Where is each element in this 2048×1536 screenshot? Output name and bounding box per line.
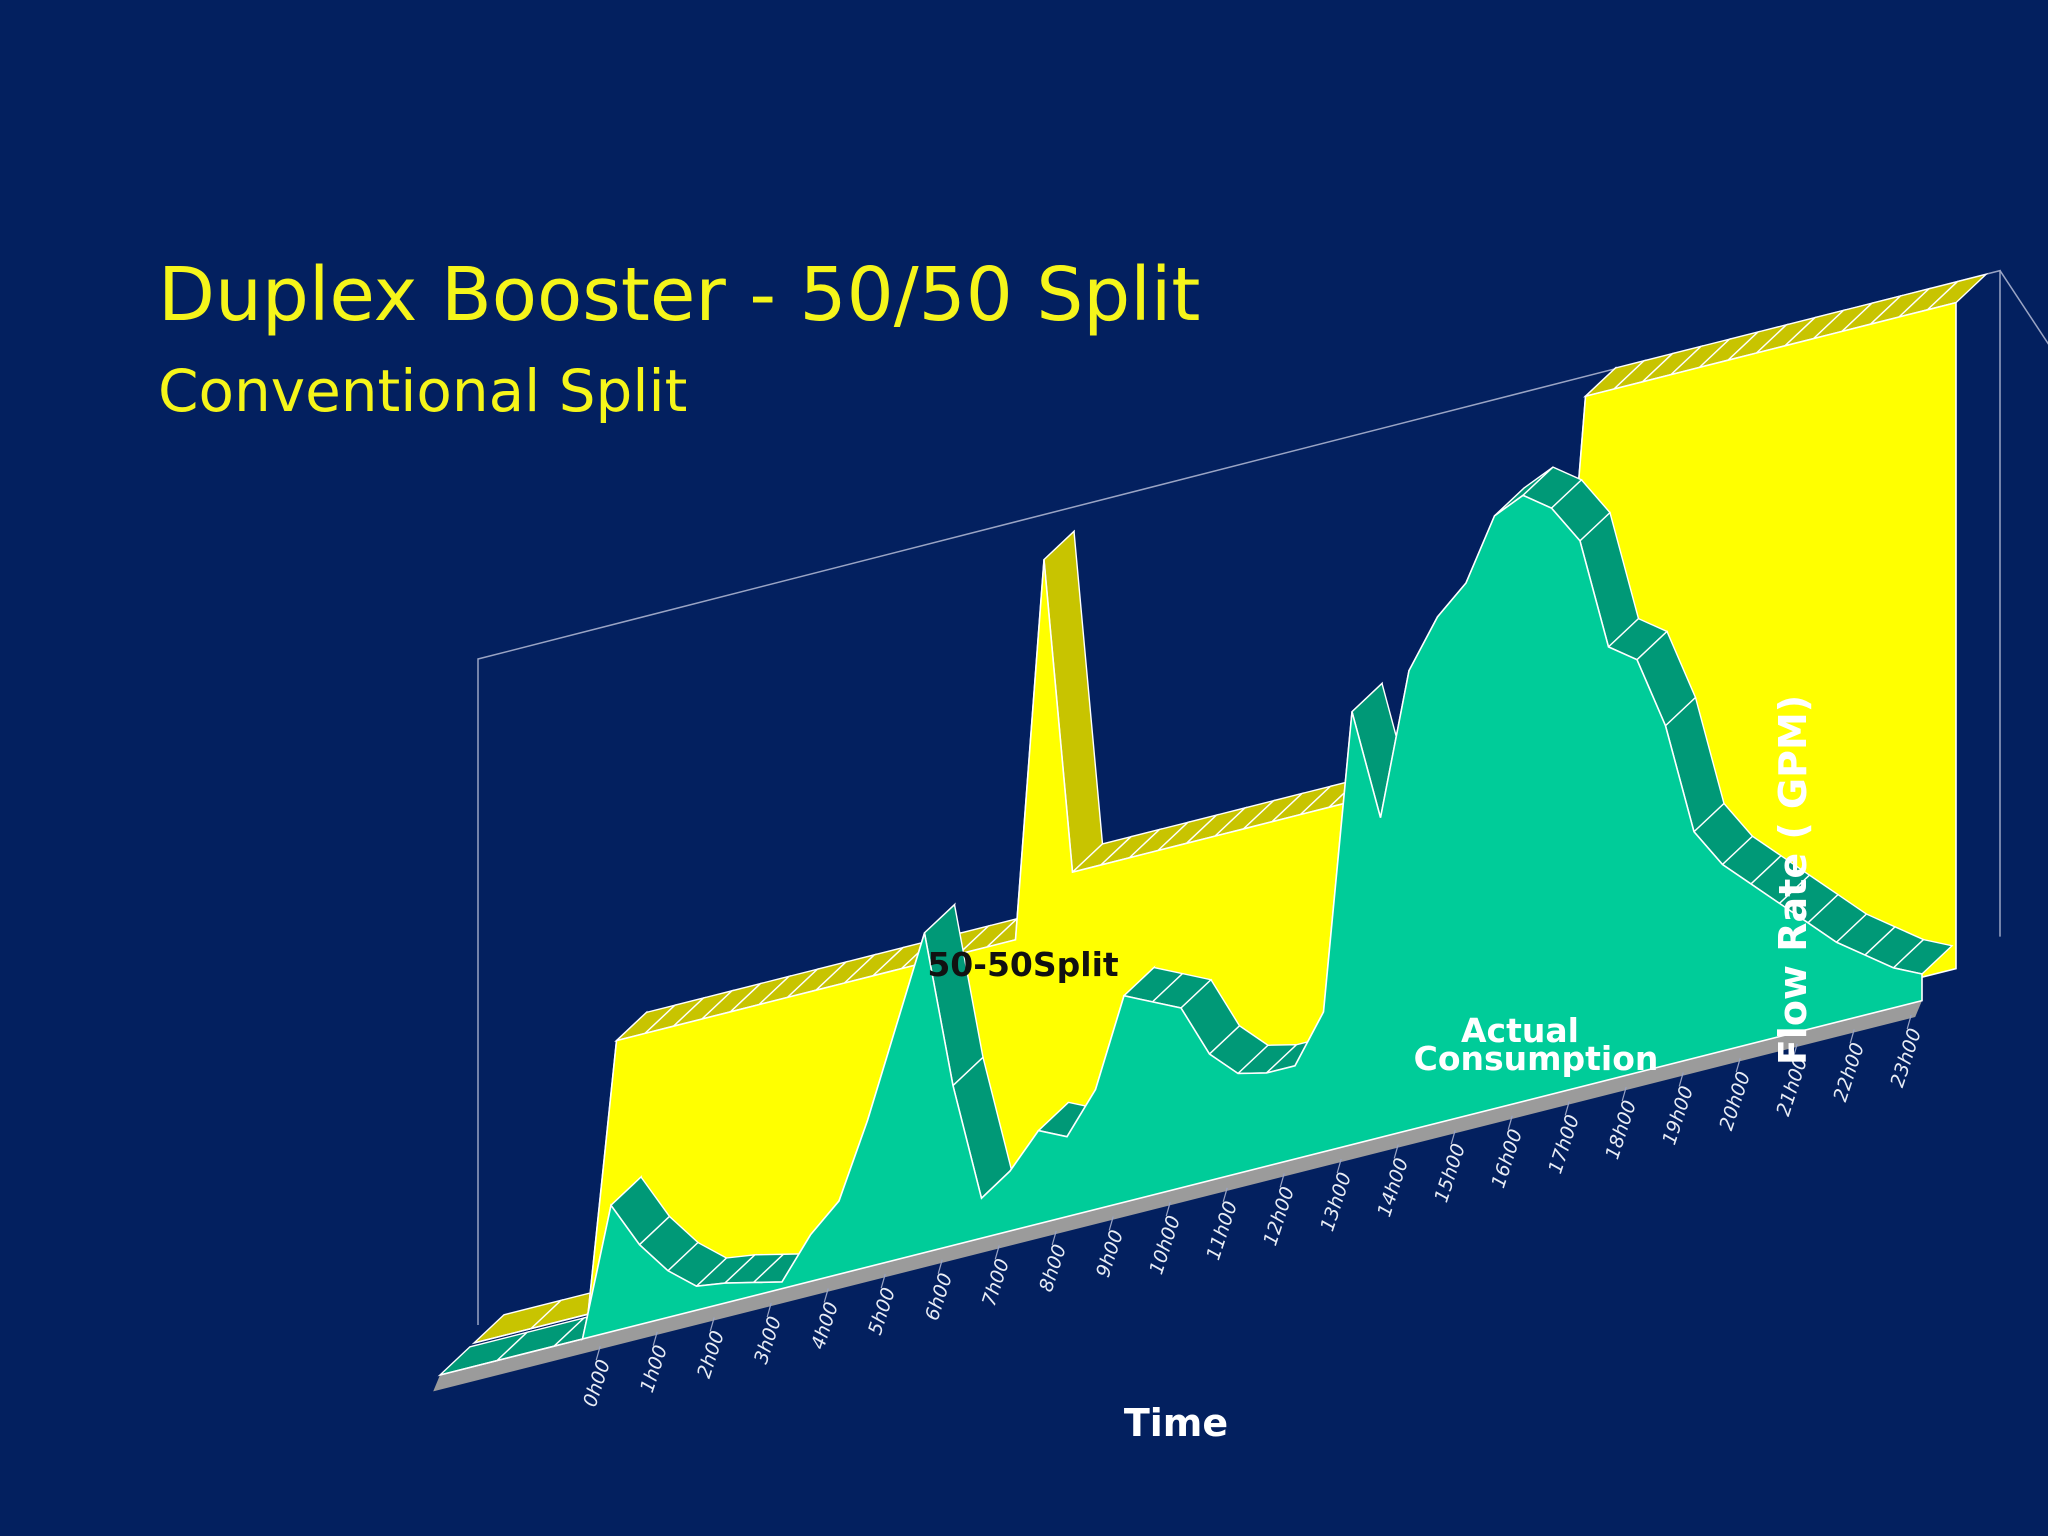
x-tick	[937, 1259, 943, 1274]
x-tick	[1108, 1216, 1114, 1231]
chart-floor	[433, 1000, 1923, 1392]
x-tick-label: 22h00	[1829, 1040, 1869, 1104]
x-tick-label: 7h00	[978, 1256, 1014, 1309]
side-wall-frame	[1999, 270, 2048, 345]
x-tick	[1906, 1014, 1912, 1030]
x-tick-label: 2h00	[693, 1328, 729, 1381]
x-tick	[1507, 1115, 1513, 1130]
x-tick-label: 12h00	[1259, 1184, 1299, 1248]
x-tick-label: 8h00	[1035, 1242, 1071, 1295]
x-tick-label: 14h00	[1373, 1155, 1413, 1219]
x-tick	[994, 1245, 1000, 1260]
x-tick-label: 6h00	[921, 1271, 957, 1324]
x-tick-label: 19h00	[1658, 1083, 1698, 1147]
x-tick-label: 18h00	[1601, 1098, 1641, 1162]
x-tick-label: 4h00	[807, 1299, 843, 1352]
x-tick	[1279, 1173, 1285, 1188]
x-tick	[1393, 1144, 1399, 1159]
x-tick	[1051, 1230, 1057, 1246]
x-tick	[1165, 1202, 1171, 1217]
x-tick-label: 23h00	[1886, 1026, 1926, 1090]
x-tick	[1678, 1072, 1684, 1087]
x-tick	[1735, 1058, 1741, 1073]
slide-subtitle: Conventional Split	[158, 357, 688, 425]
x-tick-label: 20h00	[1715, 1069, 1755, 1133]
x-tick-label: 0h00	[579, 1357, 615, 1410]
x-tick-label: 9h00	[1092, 1227, 1128, 1280]
x-tick	[1564, 1101, 1570, 1116]
x-tick-label: 17h00	[1544, 1112, 1584, 1176]
x-tick-label: 1h00	[636, 1343, 672, 1396]
x-tick	[709, 1317, 715, 1332]
x-tick	[1336, 1158, 1342, 1174]
x-tick-label: 3h00	[750, 1314, 786, 1367]
x-tick	[595, 1346, 601, 1361]
x-tick-label: 13h00	[1316, 1170, 1356, 1234]
x-tick	[766, 1302, 772, 1318]
x-tick-label: 11h00	[1202, 1199, 1242, 1263]
x-tick-label: 15h00	[1430, 1141, 1470, 1205]
series-1-area	[439, 494, 1923, 1376]
series-label-consumption-line2: Consumption	[1414, 1039, 1659, 1078]
x-tick-label: 16h00	[1487, 1127, 1527, 1191]
x-tick	[880, 1274, 886, 1289]
x-tick	[823, 1288, 829, 1303]
x-tick	[652, 1331, 658, 1346]
x-tick	[1621, 1086, 1627, 1102]
slide-title: Duplex Booster - 50/50 Split	[158, 252, 1201, 338]
y-axis-title: Flow Rate ( GPM)	[1771, 695, 1815, 1065]
back-wall-frame	[477, 269, 2001, 1325]
x-tick	[1222, 1187, 1228, 1202]
series-label-split: 50-50Split	[927, 945, 1119, 984]
x-tick-label: 5h00	[864, 1285, 900, 1338]
chart-frame	[433, 269, 2048, 1392]
x-tick	[1450, 1130, 1456, 1145]
x-tick-label: 10h00	[1145, 1213, 1185, 1277]
chart-series	[437, 273, 1989, 1377]
series-label-consumption-line1: Actual	[1461, 1011, 1579, 1050]
x-tick	[1849, 1029, 1855, 1044]
series-1	[437, 466, 1954, 1377]
x-axis-title: Time	[1124, 1401, 1228, 1445]
x-tick	[1792, 1043, 1798, 1058]
